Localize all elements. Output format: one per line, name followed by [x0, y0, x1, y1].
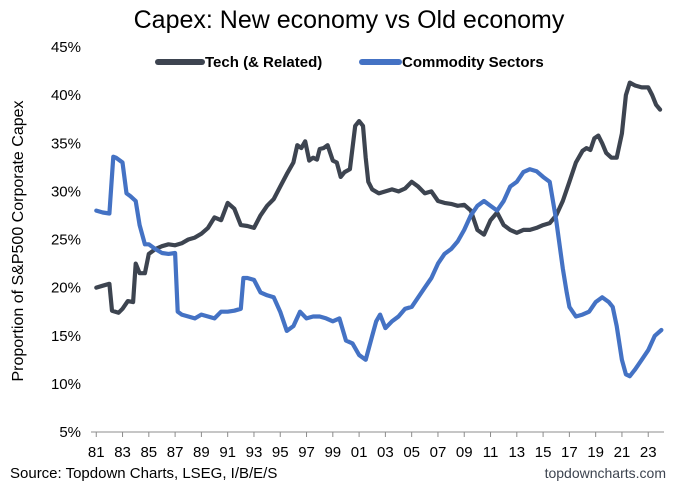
x-tick-label: 83: [114, 444, 131, 461]
y-tick-label: 15%: [51, 328, 81, 345]
y-tick-label: 30%: [51, 183, 81, 200]
y-tick-label: 40%: [51, 87, 81, 104]
x-tick-label: 93: [246, 444, 263, 461]
chart-title: Capex: New economy vs Old economy: [134, 6, 565, 34]
series-line-tech: [94, 80, 663, 315]
y-tick-label: 45%: [51, 39, 81, 56]
x-tick-label: 11: [483, 444, 499, 461]
y-tick-label: 10%: [51, 376, 81, 393]
x-tick-label: 95: [272, 444, 289, 461]
x-tick-label: 19: [587, 444, 604, 461]
legend-label-tech: Tech (& Related): [205, 54, 322, 71]
x-tick-label: 03: [377, 444, 394, 461]
legend-label-commodity: Commodity Sectors: [402, 54, 544, 71]
x-tick-label: 17: [561, 444, 578, 461]
x-tick-label: 85: [140, 444, 157, 461]
x-tick-label: 07: [430, 444, 447, 461]
x-tick-label: 97: [298, 444, 315, 461]
legend: Tech (& Related) Commodity Sectors: [155, 54, 544, 71]
y-axis-title: Proportion of S&P500 Corporate Capex: [10, 100, 27, 381]
series-line-commodity: [94, 154, 664, 379]
x-tick-label: 13: [508, 444, 525, 461]
y-tick-label: 35%: [51, 135, 81, 152]
x-tick-label: 09: [456, 444, 473, 461]
x-tick-label: 01: [351, 444, 368, 461]
source-note: Source: Topdown Charts, LSEG, I/B/E/S: [10, 465, 277, 482]
plot-area: 81 83 85 87 89 91 93 95 97 99 01 03 05 07 09 11 13 15 17 19…: [51, 39, 664, 461]
x-tick-label: 87: [167, 444, 184, 461]
x-tick-label: 23: [640, 444, 657, 461]
x-tick-label: 81: [88, 444, 105, 461]
x-tick-label: 91: [219, 444, 236, 461]
y-tick-label: 25%: [51, 232, 81, 249]
y-tick-label: 5%: [59, 424, 81, 441]
y-tick-label: 20%: [51, 280, 81, 297]
x-tick-label: 89: [193, 444, 210, 461]
x-tick-label: 15: [535, 444, 552, 461]
watermark: topdowncharts.com: [545, 465, 666, 481]
x-tick-label: 21: [614, 444, 631, 461]
x-tick-label: 05: [403, 444, 420, 461]
x-tick-label: 99: [324, 444, 341, 461]
